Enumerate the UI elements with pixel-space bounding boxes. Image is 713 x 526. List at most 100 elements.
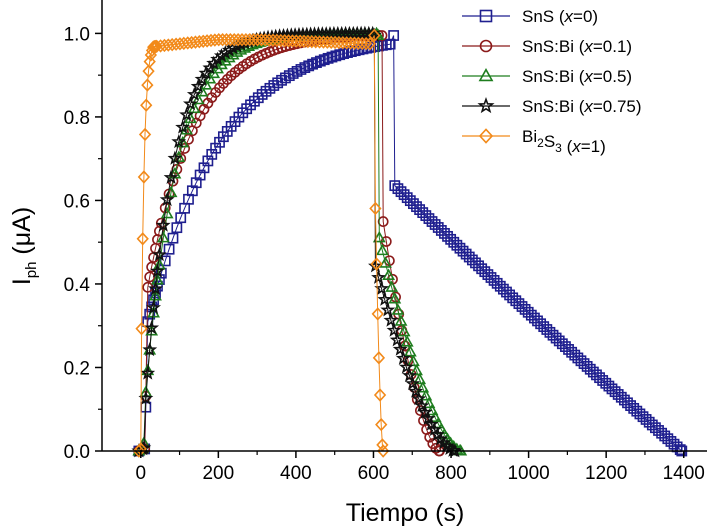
data-point <box>198 65 214 80</box>
data-point <box>513 298 525 310</box>
data-point <box>478 128 494 144</box>
data-point <box>356 36 369 51</box>
data-point <box>563 344 574 355</box>
data-point <box>497 283 509 295</box>
data-point <box>190 78 206 93</box>
data-point <box>141 78 154 92</box>
data-point <box>155 217 171 232</box>
data-point <box>628 402 640 414</box>
data-point <box>317 35 330 49</box>
data-point <box>411 201 422 213</box>
data-point <box>394 314 408 326</box>
x-tick-label: 1400 <box>663 463 705 484</box>
data-point <box>416 381 430 393</box>
data-point <box>535 318 547 330</box>
data-point <box>560 341 571 352</box>
data-point <box>414 397 430 413</box>
y-axis-title-main: I <box>8 278 36 285</box>
data-point <box>606 383 618 395</box>
legend-item-2: SnS:Bi (x=0.5) <box>462 67 632 86</box>
data-point <box>504 289 515 301</box>
data-point <box>382 268 396 280</box>
legend-item-3: SnS:Bi (x=0.75) <box>462 97 642 116</box>
data-point <box>529 312 540 324</box>
data-point <box>454 242 466 254</box>
data-point <box>180 123 193 135</box>
data-point <box>646 419 658 431</box>
data-point <box>266 33 280 47</box>
x-tick-label: 1000 <box>507 463 549 484</box>
data-point <box>282 34 295 48</box>
y-tick-label: 0.0 <box>64 442 90 463</box>
data-point <box>167 232 179 244</box>
data-point <box>439 228 450 239</box>
y-tick-label: 0.8 <box>64 108 90 129</box>
data-point <box>395 186 407 198</box>
data-point <box>305 34 318 49</box>
x-tick-label: 0 <box>135 463 146 484</box>
data-point <box>218 54 232 66</box>
data-point <box>656 427 668 439</box>
data-point <box>321 35 334 49</box>
data-point <box>149 289 162 301</box>
series-4 <box>132 28 390 458</box>
data-point <box>142 341 158 357</box>
data-point <box>290 34 303 48</box>
data-point <box>179 143 191 154</box>
data-point <box>470 257 481 269</box>
data-point <box>674 444 686 456</box>
legend-label: SnS:Bi (x=0.1) <box>522 37 632 56</box>
data-point <box>136 232 149 246</box>
data-point <box>491 277 503 289</box>
data-point <box>325 35 338 50</box>
data-point <box>344 36 357 50</box>
data-point <box>143 54 156 69</box>
data-point <box>389 332 405 347</box>
data-point <box>194 71 210 86</box>
data-point <box>522 306 534 318</box>
data-point <box>159 192 175 207</box>
data-point <box>447 443 463 458</box>
data-point <box>160 206 174 219</box>
y-tick-label: 0.4 <box>64 275 91 296</box>
data-point <box>477 97 495 114</box>
data-point <box>408 198 419 210</box>
data-point <box>270 33 284 48</box>
data-point <box>659 430 671 442</box>
data-point <box>371 269 386 284</box>
data-point <box>662 433 674 445</box>
data-point <box>374 280 390 296</box>
data-point <box>566 346 578 358</box>
data-point <box>149 263 165 278</box>
series-line <box>138 33 461 452</box>
data-point <box>383 312 399 327</box>
data-point <box>634 408 646 420</box>
data-point <box>294 34 307 48</box>
data-point <box>301 34 315 49</box>
data-point <box>402 367 417 382</box>
data-point <box>313 35 326 49</box>
series-1 <box>133 29 445 457</box>
data-point <box>263 33 276 47</box>
data-point <box>352 36 365 51</box>
data-point <box>532 315 543 327</box>
data-point <box>255 33 268 47</box>
data-point <box>395 350 411 365</box>
data-point <box>369 201 382 216</box>
data-point <box>370 257 383 271</box>
data-point <box>442 230 453 242</box>
data-point <box>420 410 436 426</box>
data-point <box>488 275 500 286</box>
data-point <box>359 36 373 51</box>
data-point <box>451 239 463 251</box>
data-point <box>403 345 417 357</box>
data-point <box>156 231 170 243</box>
data-point <box>399 359 414 374</box>
legend-label: Bi2S3 (x=1) <box>522 127 606 156</box>
data-point <box>182 96 198 111</box>
data-point <box>525 309 537 321</box>
data-point <box>386 322 402 337</box>
data-point <box>398 189 410 201</box>
data-point <box>138 127 152 142</box>
